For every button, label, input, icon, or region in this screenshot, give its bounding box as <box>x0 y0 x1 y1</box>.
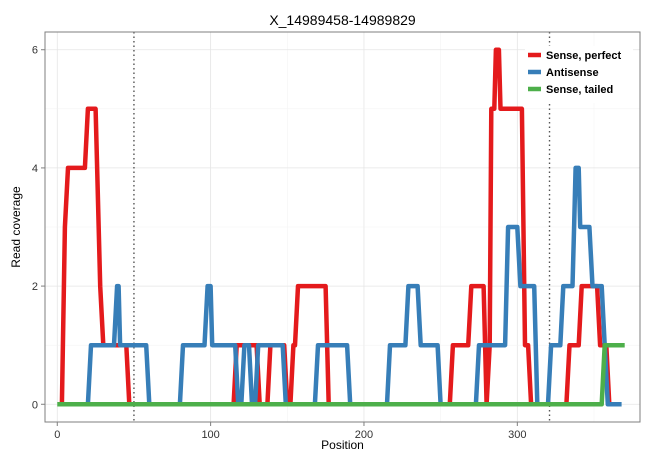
y-axis-label: Read coverage <box>9 186 23 268</box>
x-tick-label: 0 <box>54 429 60 441</box>
legend-label: Sense, perfect <box>546 50 622 62</box>
x-tick-label: 300 <box>508 429 526 441</box>
plot-border <box>44 31 641 423</box>
x-tick-label: 100 <box>201 429 219 441</box>
series-lines <box>57 47 625 407</box>
axis-ticks: 0 100 200 300 0 2 4 6 <box>32 45 527 441</box>
series-line-antisense <box>85 165 622 407</box>
y-tick-label: 4 <box>32 163 38 175</box>
y-tick-label: 2 <box>32 281 38 293</box>
legend: Sense, perfect Antisense Sense, tailed <box>525 46 633 103</box>
legend-label: Sense, tailed <box>546 84 613 96</box>
chart-title: X_14989458-14989829 <box>269 12 416 28</box>
series-line-sense-tailed <box>57 342 625 407</box>
x-tick-label: 200 <box>355 429 373 441</box>
x-axis-label: Position <box>321 438 364 452</box>
y-tick-label: 0 <box>32 399 38 411</box>
y-tick-label: 6 <box>32 45 38 57</box>
legend-label: Antisense <box>546 67 599 79</box>
legend-box <box>525 46 633 103</box>
